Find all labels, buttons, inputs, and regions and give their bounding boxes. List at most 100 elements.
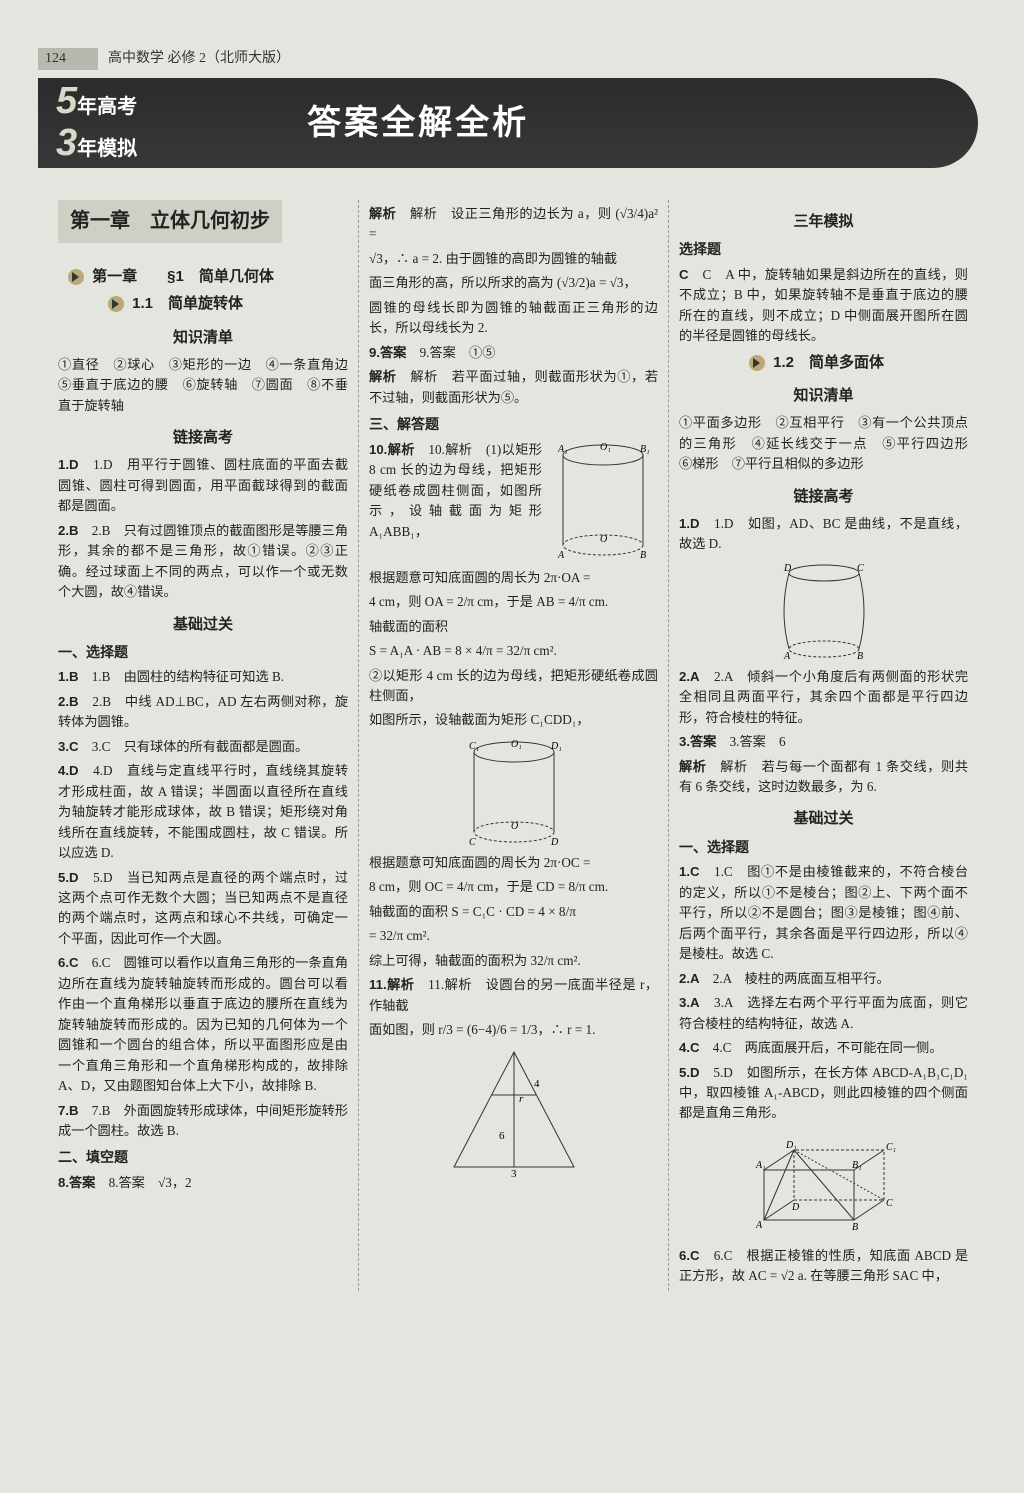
- q9: 9.答案 9.答案 ①⑤: [369, 343, 658, 363]
- svg-text:O₁: O₁: [511, 739, 522, 750]
- arrow-icon: [108, 296, 124, 312]
- b6: 6.C 6.C 圆锥可以看作以直角三角形的一条直角边所在直线为旋转轴旋转而形成的…: [58, 953, 348, 1096]
- heading-choice: 一、选择题: [58, 642, 348, 664]
- cone-figure: r 6 4 3: [439, 1047, 589, 1177]
- b2: 2.B 2.B 中线 AD⊥BC，AD 左右两侧对称，旋转体为圆锥。: [58, 692, 348, 733]
- c2-p1: 解析 解析 设正三角形的边长为 a，则 (√3/4)a² =: [369, 204, 658, 245]
- svg-text:B₁: B₁: [640, 444, 650, 455]
- svg-text:6: 6: [499, 1130, 505, 1142]
- heading-fill: 二、填空题: [58, 1147, 348, 1169]
- svg-text:B: B: [857, 651, 863, 661]
- svg-text:3: 3: [511, 1168, 517, 1177]
- c2-p2: √3，∴ a = 2. 由于圆锥的高即为圆锥的轴截: [369, 249, 658, 269]
- q-2b: 2.B 2.B 只有过圆锥顶点的截面图形是等腰三角形，其余的都不是三角形，故①错…: [58, 521, 348, 603]
- subsection-1.2: 1.2 简单多面体: [749, 351, 968, 374]
- svg-text:C: C: [469, 837, 476, 847]
- banner: 5年高考 3年模拟 答案全解全析: [38, 78, 978, 168]
- subsection-1.2-text: 1.2 简单多面体: [773, 354, 884, 371]
- heading-solve: 三、解答题: [369, 414, 658, 436]
- q10e: S = A₁A · AB = 8 × 4/π = 32/π cm².: [369, 641, 658, 661]
- subsection-text: 1.1 简单旋转体: [132, 295, 243, 312]
- svg-text:B: B: [640, 550, 646, 560]
- svg-text:A₁: A₁: [755, 1160, 766, 1171]
- q10c: 4 cm，则 OA = 2/π cm，于是 AB = 4/π cm.: [369, 592, 658, 612]
- know2: ①平面多边形 ②互相平行 ③有一个公共顶点的三角形 ④延长线交于一点 ⑤平行四边…: [679, 413, 968, 474]
- chapter-heading: 第一章 立体几何初步: [58, 200, 282, 243]
- logo-top-text: 年高考: [77, 96, 137, 118]
- svg-text:C: C: [857, 563, 864, 574]
- svg-text:C₁: C₁: [469, 741, 479, 752]
- svg-text:D₁: D₁: [550, 741, 562, 752]
- svg-text:B: B: [852, 1222, 858, 1233]
- logo-5: 5: [56, 80, 77, 122]
- banner-logo: 5年高考 3年模拟: [56, 81, 137, 165]
- subsection-heading: 1.1 简单旋转体: [108, 292, 348, 315]
- logo-3: 3: [56, 122, 77, 164]
- svg-text:O₁: O₁: [600, 442, 611, 453]
- heading-basic: 基础过关: [58, 613, 348, 636]
- q10h: 根据题意可知底面圆的周长为 2π·OC =: [369, 853, 658, 873]
- d5: 5.D 5.D 如图所示，在长方体 ABCD-A₁B₁C₁D₁中，取四棱锥 A₁…: [679, 1063, 968, 1124]
- c2-p4: 圆锥的母线长即为圆锥的轴截面正三角形的边长，所以母线长为 2.: [369, 298, 658, 339]
- banner-title: 答案全解全析: [307, 97, 529, 150]
- section-text: 第一章 §1 简单几何体: [92, 268, 274, 285]
- b3: 3.C 3.C 只有球体的所有截面都是圆面。: [58, 737, 348, 757]
- heading-link2: 链接高考: [679, 485, 968, 508]
- heading-knowledge: 知识清单: [58, 326, 348, 349]
- q9a: 解析 解析 若平面过轴，则截面形状为①，若不过轴，则截面形状为⑤。: [369, 367, 658, 408]
- q10k: = 32/π cm².: [369, 926, 658, 946]
- book-title: 高中数学 必修 2（北师大版）: [108, 48, 290, 70]
- heading-know2: 知识清单: [679, 384, 968, 407]
- barrel-figure: D C A B: [764, 561, 884, 661]
- logo-bottom-text: 年模拟: [77, 138, 137, 160]
- content-columns: 第一章 立体几何初步 第一章 §1 简单几何体 1.1 简单旋转体 知识清单 ①…: [48, 200, 978, 1291]
- heading-choice3: 一、选择题: [679, 837, 968, 859]
- svg-text:O: O: [511, 821, 518, 832]
- d3: 3.A 3.A 选择左右两个平行平面为底面，则它符合棱柱的结构特征，故选 A.: [679, 993, 968, 1034]
- l3a: 解析 解析 若与每一个面都有 1 条交线，则共有 6 条交线，这时边数最多，为 …: [679, 757, 968, 798]
- arrow-icon: [68, 269, 84, 285]
- q10i: 8 cm，则 OC = 4/π cm，于是 CD = 8/π cm.: [369, 877, 658, 897]
- heading-link: 链接高考: [58, 426, 348, 449]
- cylinder2-figure: C₁ D₁ O₁ C D O: [459, 737, 569, 847]
- heading-choice2: 选择题: [679, 239, 968, 261]
- q11b: 面如图，则 r/3 = (6−4)/6 = 1/3，∴ r = 1.: [369, 1020, 658, 1040]
- section-heading: 第一章 §1 简单几何体: [68, 265, 348, 288]
- q-1d: 1.D 1.D 用平行于圆锥、圆柱底面的平面去截圆锥、圆柱可得到圆面，用平面截球…: [58, 455, 348, 516]
- b7: 7.B 7.B 外面圆旋转形成球体，中间矩形旋转形成一个圆柱。故选 B.: [58, 1101, 348, 1142]
- heading-basic2: 基础过关: [679, 807, 968, 830]
- knowledge-list: ①直径 ②球心 ③矩形的一边 ④一条直角边 ⑤垂直于底边的腰 ⑥旋转轴 ⑦圆面 …: [58, 355, 348, 416]
- d2: 2.A 2.A 棱柱的两底面互相平行。: [679, 969, 968, 989]
- cylinder1-figure: A₁ B₁ O₁ A B O: [548, 440, 658, 560]
- b1: 1.B 1.B 由圆柱的结构特征可知选 B.: [58, 667, 348, 687]
- svg-text:D₁: D₁: [785, 1140, 797, 1151]
- heading-sim: 三年模拟: [679, 210, 968, 233]
- arrow-icon: [749, 355, 765, 371]
- d4: 4.C 4.C 两底面展开后，不可能在同一侧。: [679, 1038, 968, 1058]
- b5: 5.D 5.D 当已知两点是直径的两个端点时，过这两个点可作无数个大圆；当已知两…: [58, 868, 348, 950]
- d6: 6.C 6.C 根据正棱锥的性质，知底面 ABCD 是正方形，故 AC = √2…: [679, 1246, 968, 1287]
- q11a: 11.解析 11.解析 设圆台的另一底面半径是 r，作轴截: [369, 975, 658, 1016]
- q10b: 根据题意可知底面圆的周长为 2π·OA =: [369, 568, 658, 588]
- q10f: ②以矩形 4 cm 长的边为母线，把矩形硬纸卷成圆柱侧面，: [369, 666, 658, 707]
- svg-text:A: A: [783, 651, 791, 661]
- svg-text:r: r: [519, 1093, 524, 1105]
- b8: 8.答案 8.答案 √3，2: [58, 1173, 348, 1193]
- d1: 1.C 1.C 图①不是由棱锥截来的，不符合棱台的定义，所以①不是棱台；图②上、…: [679, 862, 968, 964]
- svg-text:D: D: [783, 563, 792, 574]
- b4: 4.D 4.D 直线与定直线平行时，直线绕其旋转才形成柱面，故 A 错误；半圆面…: [58, 761, 348, 863]
- column-2: 解析 解析 设正三角形的边长为 a，则 (√3/4)a² = √3，∴ a = …: [358, 200, 668, 1291]
- cuboid-figure: A B C D A₁ B₁ C₁ D₁: [744, 1130, 904, 1240]
- svg-text:C: C: [886, 1198, 893, 1209]
- svg-text:C₁: C₁: [886, 1142, 896, 1153]
- l3: 3.答案 3.答案 6: [679, 732, 968, 752]
- c1: C C A 中，旋转轴如果是斜边所在的直线，则不成立；B 中，如果旋转轴不是垂直…: [679, 265, 968, 347]
- c2-p3: 面三角形的高，所以所求的高为 (√3/2)a = √3，: [369, 273, 658, 293]
- l2: 2.A 2.A 倾斜一个小角度后有两侧面的形状完全相同且两面平行，其余四个面都是…: [679, 667, 968, 728]
- l1: 1.D 1.D 如图，AD、BC 是曲线，不是直线，故选 D.: [679, 514, 968, 555]
- q10j: 轴截面的面积 S = C₁C · CD = 4 × 8/π: [369, 902, 658, 922]
- svg-text:D: D: [791, 1202, 800, 1213]
- svg-text:A: A: [755, 1220, 763, 1231]
- svg-text:A: A: [557, 550, 565, 560]
- q10d: 轴截面的面积: [369, 617, 658, 637]
